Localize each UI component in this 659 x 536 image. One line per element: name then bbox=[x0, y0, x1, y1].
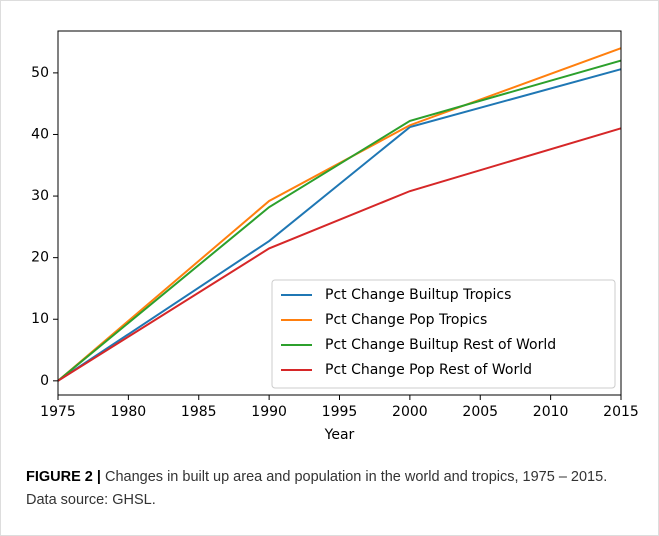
legend-label: Pct Change Pop Rest of World bbox=[325, 362, 532, 378]
caption-label: FIGURE 2 | bbox=[26, 469, 101, 485]
x-tick-label: 2010 bbox=[533, 404, 569, 420]
x-tick-label: 1985 bbox=[181, 404, 217, 420]
series-line bbox=[57, 59, 622, 382]
x-tick-label: 1975 bbox=[40, 404, 76, 420]
legend-label: Pct Change Builtup Rest of World bbox=[325, 337, 556, 353]
x-tick-label: 1980 bbox=[111, 404, 147, 420]
plot-frame bbox=[57, 30, 622, 396]
legend-label: Pct Change Builtup Tropics bbox=[325, 287, 511, 303]
legend-label: Pct Change Pop Tropics bbox=[325, 312, 487, 328]
x-tick-label: 2000 bbox=[392, 404, 428, 420]
x-tick-label: 2015 bbox=[603, 404, 639, 420]
series-line bbox=[57, 68, 622, 382]
y-tick-label: 40 bbox=[31, 126, 49, 142]
caption: FIGURE 2 | Changes in built up area and … bbox=[26, 466, 641, 512]
y-tick-label: 20 bbox=[31, 250, 49, 266]
y-tick-label: 50 bbox=[31, 65, 49, 81]
y-tick-label: 10 bbox=[31, 311, 49, 327]
y-tick-label: 0 bbox=[40, 373, 49, 389]
x-axis-label: Year bbox=[324, 427, 355, 443]
x-tick-label: 1990 bbox=[251, 404, 287, 420]
y-tick-label: 30 bbox=[31, 188, 49, 204]
caption-text: Changes in built up area and population … bbox=[26, 469, 608, 508]
legend-box bbox=[271, 279, 616, 389]
x-tick-label: 2005 bbox=[462, 404, 498, 420]
chart: 0 10 20 30 40 50 1975 1980 1985 1990 1995 2000 2005 2… bbox=[31, 30, 639, 443]
series-line bbox=[57, 127, 622, 382]
x-tick-label: 1995 bbox=[322, 404, 358, 420]
